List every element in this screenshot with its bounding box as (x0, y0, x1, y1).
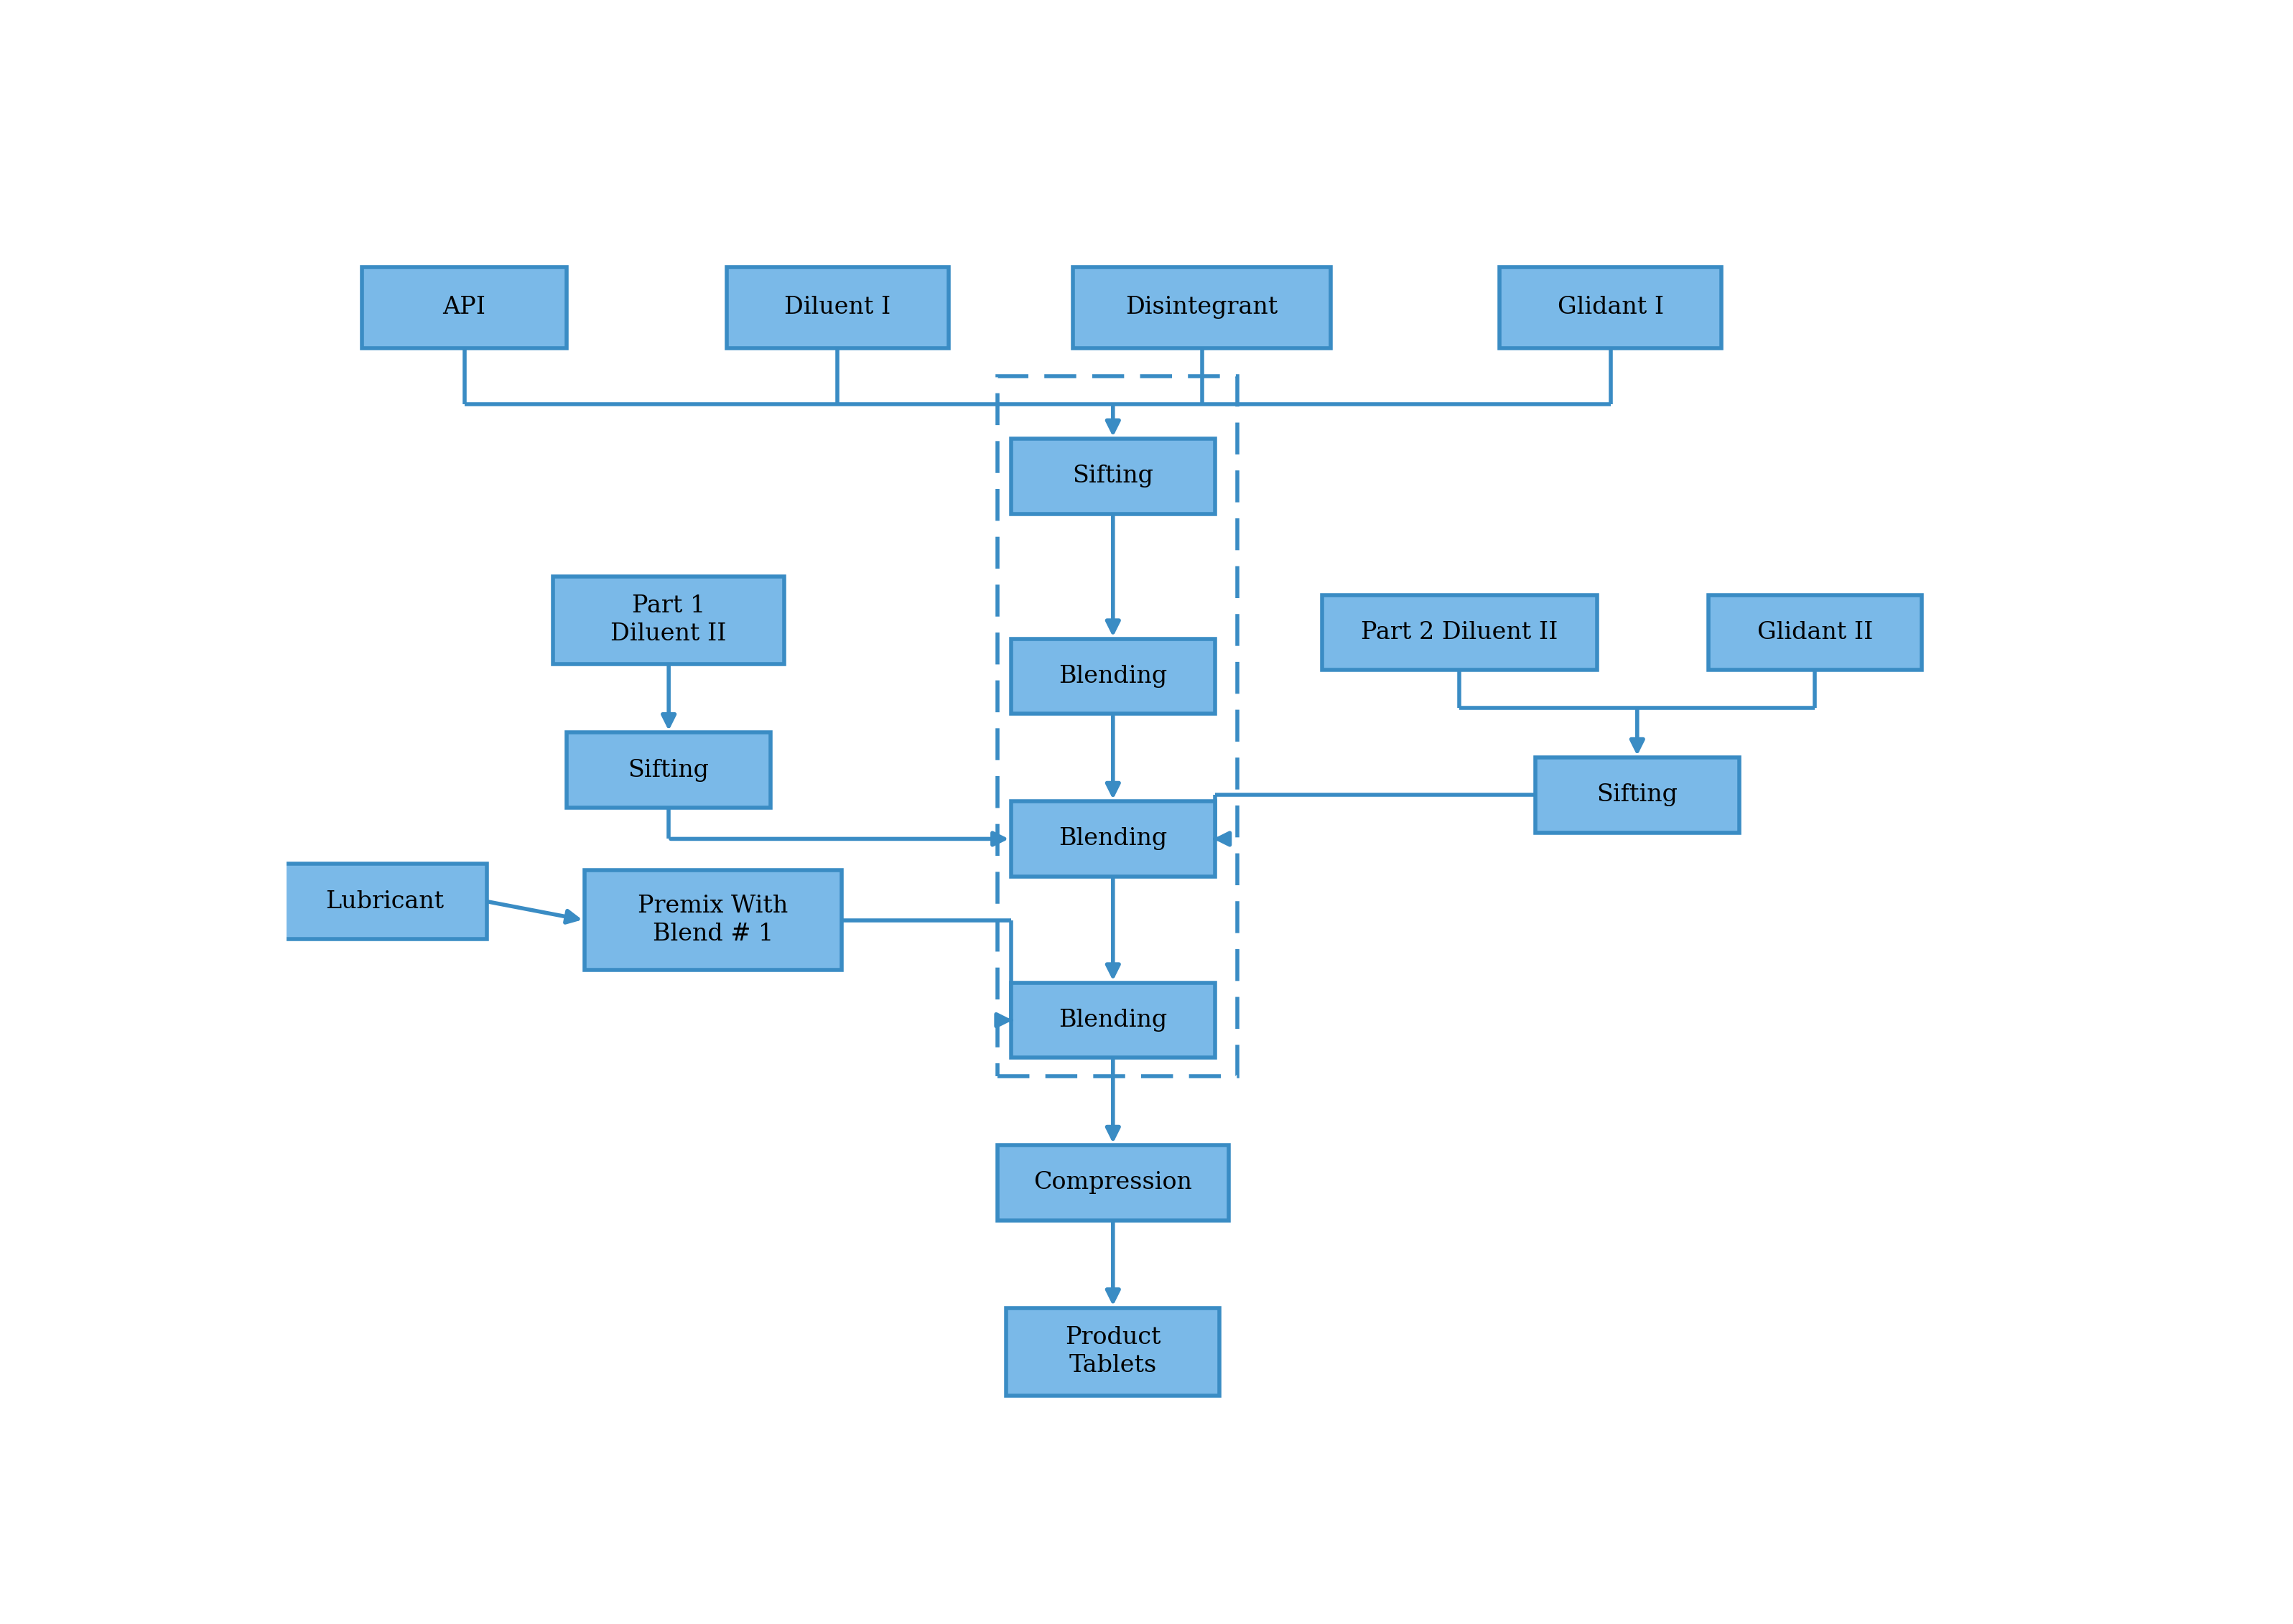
Text: Glidant I: Glidant I (1557, 296, 1665, 318)
Text: Sifting: Sifting (1073, 464, 1153, 487)
Text: Part 2 Diluent II: Part 2 Diluent II (1362, 620, 1557, 645)
Text: Sifting: Sifting (1596, 784, 1678, 807)
FancyBboxPatch shape (585, 870, 842, 970)
Text: Blending: Blending (1059, 664, 1167, 689)
Text: Sifting: Sifting (628, 758, 709, 781)
FancyBboxPatch shape (1321, 594, 1598, 671)
FancyBboxPatch shape (1500, 266, 1722, 348)
Text: Disintegrant: Disintegrant (1126, 296, 1277, 318)
Text: Product
Tablets: Product Tablets (1064, 1325, 1160, 1377)
Text: Compression: Compression (1034, 1171, 1192, 1194)
FancyBboxPatch shape (553, 577, 784, 664)
FancyBboxPatch shape (1708, 594, 1922, 671)
Text: Glidant II: Glidant II (1756, 620, 1873, 645)
FancyBboxPatch shape (1007, 1307, 1220, 1395)
Text: Lubricant: Lubricant (326, 890, 443, 913)
FancyBboxPatch shape (566, 732, 770, 807)
Text: Part 1
Diluent II: Part 1 Diluent II (610, 594, 727, 646)
FancyBboxPatch shape (1073, 266, 1330, 348)
FancyBboxPatch shape (1011, 983, 1215, 1057)
FancyBboxPatch shape (282, 864, 486, 939)
FancyBboxPatch shape (1534, 757, 1740, 833)
Text: Diluent I: Diluent I (784, 296, 890, 318)
FancyBboxPatch shape (1011, 801, 1215, 877)
Text: Blending: Blending (1059, 1009, 1167, 1031)
FancyBboxPatch shape (997, 1145, 1229, 1220)
Text: Premix With
Blend # 1: Premix With Blend # 1 (637, 895, 789, 945)
FancyBboxPatch shape (1011, 638, 1215, 715)
FancyBboxPatch shape (362, 266, 566, 348)
Text: Blending: Blending (1059, 827, 1167, 851)
FancyBboxPatch shape (727, 266, 949, 348)
FancyBboxPatch shape (1011, 438, 1215, 513)
Text: API: API (443, 296, 486, 318)
